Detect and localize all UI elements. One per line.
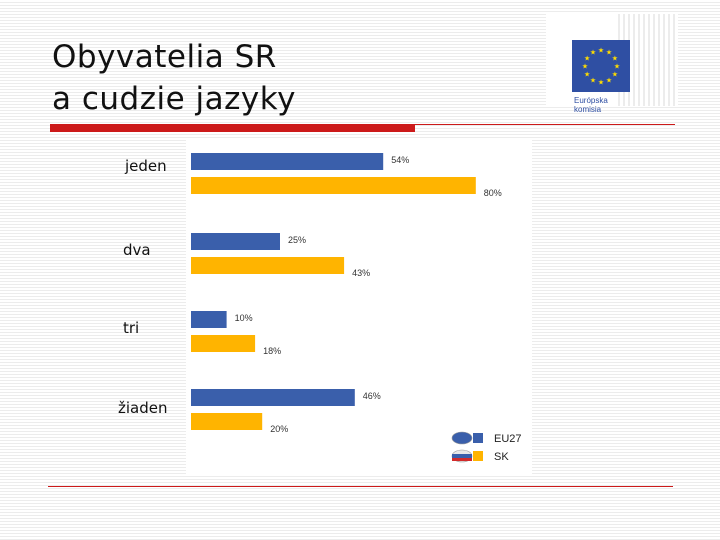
flag-star-icon: ★ (598, 47, 604, 55)
data-label-eu27-1: 54% (391, 155, 409, 165)
bar-chart: 54% 80% 25% 43% 10% 18% 46% 20% EU27 SK (191, 153, 522, 463)
legend-label-eu27: EU27 (494, 433, 522, 445)
flag-star-icon: ★ (606, 76, 612, 84)
bar-sk-4 (191, 413, 263, 430)
flag-star-icon: ★ (612, 55, 618, 63)
footer-divider (48, 486, 673, 487)
flag-star-icon: ★ (612, 71, 618, 79)
data-label-eu27-2: 25% (288, 235, 306, 245)
category-label-4: žiaden (118, 399, 168, 417)
data-label-sk-1: 80% (484, 188, 502, 198)
flag-star-icon: ★ (598, 79, 604, 87)
bar-chart-panel: 54% 80% 25% 43% 10% 18% 46% 20% EU27 SK (186, 138, 532, 476)
bar-sk-2 (191, 257, 345, 274)
bar-sk-1 (191, 177, 476, 194)
legend-swatch-eu27 (473, 433, 483, 443)
legend-flag-stripe (452, 454, 472, 458)
category-label-3: tri (123, 319, 140, 337)
flag-star-icon: ★ (584, 71, 590, 79)
logo-text-line-1: Európska (574, 96, 608, 105)
title-underline (50, 124, 415, 132)
page-title: Obyvatelia SR a cudzie jazyky (52, 36, 512, 120)
bar-eu27-2 (191, 233, 280, 250)
data-label-sk-4: 20% (270, 424, 288, 434)
logo-text-line-2: komisia (574, 105, 602, 114)
data-label-eu27-3: 10% (235, 313, 253, 323)
flag-star-icon: ★ (582, 63, 588, 71)
flag-star-icon: ★ (590, 76, 596, 84)
flag-star-icon: ★ (590, 49, 596, 57)
bar-eu27-3 (191, 311, 227, 328)
data-label-sk-2: 43% (352, 268, 370, 278)
title-line-2: a cudzie jazyky (52, 81, 296, 117)
bar-eu27-1 (191, 153, 384, 170)
bar-sk-3 (191, 335, 256, 352)
header-divider (415, 124, 675, 125)
category-label-1: jeden (125, 157, 167, 175)
flag-star-icon: ★ (606, 49, 612, 57)
data-label-eu27-4: 46% (363, 391, 381, 401)
category-label-2: dva (123, 241, 151, 259)
logo-text: Európska komisia (574, 96, 608, 114)
flag-star-icon: ★ (584, 55, 590, 63)
eu-commission-logo: ★ ★ ★ ★ ★ ★ ★ ★ ★ ★ ★ ★ Európska komisia (546, 14, 678, 114)
data-label-sk-3: 18% (263, 346, 281, 356)
flag-star-icon: ★ (614, 63, 620, 71)
legend-flag-stripe (452, 458, 472, 461)
bar-eu27-4 (191, 389, 355, 406)
legend-label-sk: SK (494, 451, 509, 463)
legend-swatch-sk (473, 451, 483, 461)
eu-flag-icon: ★ ★ ★ ★ ★ ★ ★ ★ ★ ★ ★ ★ (572, 40, 630, 92)
title-line-1: Obyvatelia SR (52, 39, 277, 75)
legend-flag-icon-eu27 (451, 431, 473, 445)
